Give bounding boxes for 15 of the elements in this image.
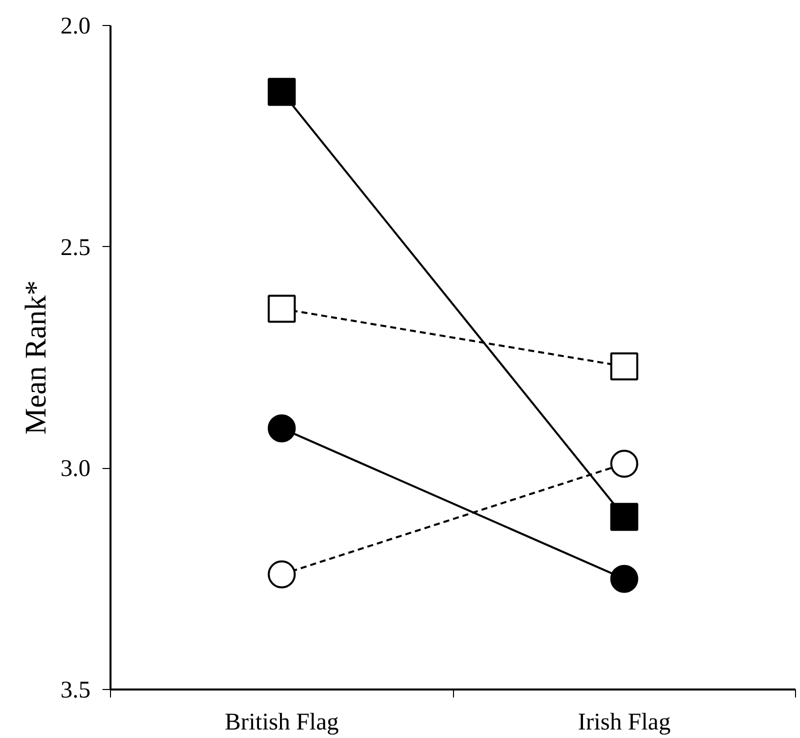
point [610, 450, 638, 478]
point [268, 560, 296, 588]
y-tick-label: 2.0 [60, 14, 90, 40]
y-axis-title: Mean Rank* [20, 280, 52, 435]
point [268, 414, 296, 442]
y-tick-label: 3.5 [60, 678, 90, 704]
x-tick-label: British Flag [224, 710, 339, 736]
point [610, 352, 638, 380]
point [268, 78, 296, 106]
y-tick-label: 2.5 [60, 234, 90, 261]
point [610, 502, 638, 531]
point [268, 294, 296, 323]
x-tick-label: Irish Flag [578, 710, 671, 736]
y-tick-label: 3.0 [60, 456, 90, 482]
point [610, 564, 638, 593]
